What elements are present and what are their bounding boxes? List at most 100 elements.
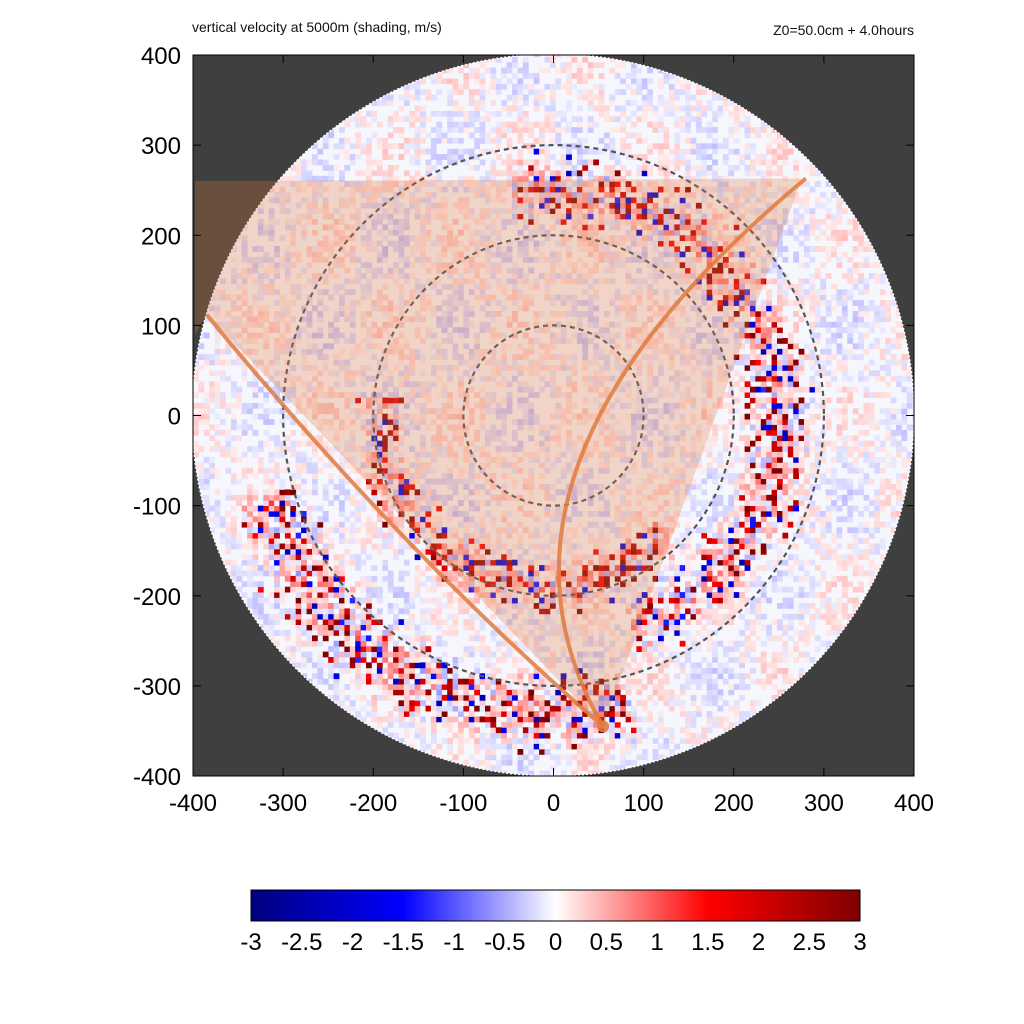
heat-cell	[230, 527, 237, 534]
heat-cell	[274, 559, 280, 566]
heat-cell	[393, 348, 399, 355]
heat-cell	[495, 640, 502, 647]
heat-cell	[495, 451, 502, 458]
heat-cell	[458, 327, 464, 334]
heat-cell	[468, 359, 475, 366]
heat-cell	[301, 597, 307, 604]
heat-cell	[257, 294, 264, 301]
heat-cell	[582, 700, 589, 707]
heat-cell	[441, 327, 448, 334]
heat-cell	[463, 538, 470, 544]
heat-cell	[257, 229, 264, 236]
heat-cell	[587, 116, 594, 123]
heat-cell	[252, 392, 259, 398]
heat-cell	[506, 511, 513, 517]
heat-cell	[306, 197, 313, 204]
heat-cell	[284, 570, 291, 577]
heat-cell	[436, 711, 443, 717]
heat-cell	[393, 116, 399, 123]
heat-cell	[387, 570, 394, 577]
heat-cell	[409, 721, 416, 728]
heat-cell	[560, 575, 567, 582]
heat-cell	[360, 635, 367, 642]
heat-cell	[274, 192, 280, 198]
heat-cell	[295, 397, 302, 404]
heat-cell	[398, 219, 405, 225]
heat-cell	[398, 348, 405, 355]
heat-cell	[403, 527, 410, 534]
heat-cell	[485, 435, 491, 442]
heat-cell	[414, 181, 421, 188]
heat-cell	[571, 484, 578, 490]
heat-cell	[387, 505, 394, 512]
heat-cell	[447, 100, 454, 106]
heat-cell	[301, 440, 307, 447]
heat-cell	[268, 494, 275, 501]
heat-cell	[522, 294, 529, 301]
heat-cell	[436, 208, 443, 215]
heat-cell	[576, 667, 583, 674]
heat-cell	[452, 289, 459, 296]
heat-cell	[225, 294, 232, 301]
heat-cell	[441, 251, 448, 258]
heat-cell	[393, 267, 399, 274]
heat-cell	[333, 630, 340, 636]
heat-cell	[414, 684, 421, 690]
heat-cell	[555, 219, 562, 225]
heat-cell	[349, 467, 356, 474]
heat-cell	[328, 462, 335, 469]
heat-cell	[344, 278, 351, 285]
heat-cell	[533, 527, 540, 534]
heat-cell	[555, 110, 562, 117]
heat-cell	[479, 354, 486, 361]
heat-cell	[566, 170, 572, 177]
heat-cell	[279, 256, 286, 263]
heat-cell	[198, 381, 205, 388]
heat-cell	[409, 235, 416, 242]
heat-cell	[420, 581, 426, 588]
heat-cell	[398, 370, 405, 377]
heat-cell	[376, 446, 383, 452]
heat-cell	[306, 532, 313, 539]
heat-cell	[539, 711, 545, 717]
heat-cell	[371, 397, 378, 404]
heat-cell	[425, 305, 432, 312]
heat-cell	[360, 505, 367, 512]
heat-cell	[393, 484, 399, 490]
heat-cell	[501, 657, 508, 663]
heat-cell	[268, 484, 275, 490]
heat-cell	[447, 148, 454, 155]
heat-cell	[452, 327, 459, 334]
heat-cell	[528, 283, 535, 290]
heat-cell	[458, 229, 464, 236]
heat-cell	[576, 159, 583, 166]
heat-cell	[430, 548, 437, 555]
heat-cell	[393, 592, 399, 598]
heat-cell	[463, 127, 470, 133]
heat-cell	[360, 494, 367, 501]
heat-cell	[339, 457, 345, 463]
heat-cell	[555, 251, 562, 258]
heat-cell	[230, 294, 237, 301]
heat-cell	[284, 321, 291, 328]
heat-cell	[279, 521, 286, 528]
heat-cell	[539, 770, 545, 776]
heat-cell	[344, 365, 351, 371]
heat-cell	[517, 765, 524, 772]
heat-cell	[349, 229, 356, 236]
heat-cell	[463, 321, 470, 328]
heat-cell	[576, 127, 583, 133]
heat-cell	[360, 473, 367, 480]
heat-cell	[560, 67, 567, 74]
heat-cell	[544, 608, 551, 615]
heat-cell	[317, 386, 324, 393]
heat-cell	[582, 408, 589, 415]
heat-cell	[587, 673, 594, 680]
heat-cell	[544, 192, 551, 198]
heat-cell	[555, 489, 562, 496]
heat-cell	[555, 516, 562, 523]
heat-cell	[571, 570, 578, 577]
heat-cell	[306, 651, 313, 658]
heat-cell	[463, 467, 470, 474]
heat-cell	[495, 235, 502, 242]
